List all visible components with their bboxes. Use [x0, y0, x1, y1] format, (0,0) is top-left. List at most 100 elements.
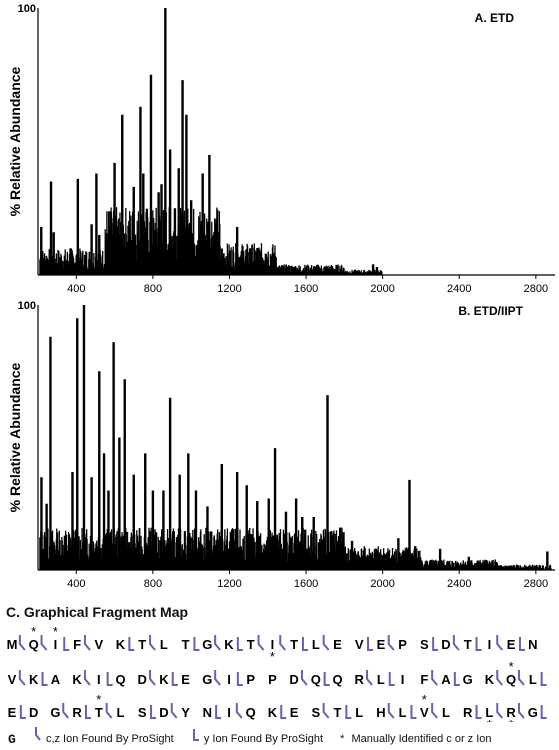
- x-tick-label: 2800: [524, 283, 548, 295]
- y-ion-mark: [63, 637, 70, 651]
- y-ion-mark: [518, 637, 525, 651]
- cz-ion-mark: [105, 703, 113, 719]
- x-tick-label: 400: [67, 283, 85, 295]
- y-max-label: 100: [18, 3, 36, 15]
- residue: E: [8, 705, 17, 720]
- residue: T: [247, 637, 255, 652]
- x-tick-label: 2400: [447, 578, 471, 590]
- x-tick-label: 800: [144, 578, 162, 590]
- residue: L: [377, 672, 385, 687]
- cz-ion-marker-icon: [34, 727, 41, 741]
- legend-residue-letter: G: [8, 731, 16, 747]
- residue: G: [528, 705, 538, 720]
- residue: M: [7, 637, 18, 652]
- y-ion-mark: [215, 705, 222, 719]
- y-axis-label: % Relative Abundance: [7, 66, 23, 216]
- cz-ion-mark: [517, 703, 525, 719]
- residue: I: [227, 705, 231, 720]
- legend-manual-label: Manually Identified c or z Ion: [351, 733, 492, 746]
- manual-ion-mark: *: [31, 624, 36, 639]
- y-ion-mark: [432, 637, 439, 651]
- residue: V: [8, 672, 17, 687]
- cz-ion-mark: [387, 703, 395, 719]
- residue: N: [528, 637, 537, 652]
- residue: A: [441, 672, 451, 687]
- residue: K: [116, 637, 126, 652]
- residue: L: [312, 637, 320, 652]
- residue: K: [224, 637, 234, 652]
- residue: R: [72, 705, 82, 720]
- residue: L: [485, 705, 493, 720]
- chart-title: A. ETD: [475, 11, 515, 25]
- residue: T: [334, 705, 342, 720]
- residue: Q: [246, 705, 256, 720]
- y-ion-mark: [128, 637, 135, 651]
- residue: G: [202, 637, 212, 652]
- residue: G: [202, 672, 212, 687]
- cz-ion-mark: [149, 670, 156, 686]
- manual-ion-mark: *: [422, 692, 427, 707]
- manual-ion-mark: *: [96, 692, 101, 707]
- x-tick-label: 2400: [447, 283, 471, 295]
- y-axis-label: % Relative Abundance: [7, 362, 23, 512]
- y-max-label: 100: [18, 300, 36, 312]
- residue: L: [117, 705, 125, 720]
- residue: T: [182, 637, 190, 652]
- spectrum-chart-etd: 400 800 1200 1600 2000 2400 2800 100 A. ETD % Rel…: [7, 3, 555, 300]
- residue: L: [355, 705, 363, 720]
- residue: I: [271, 637, 275, 652]
- cz-ion-mark: [452, 635, 460, 651]
- residue: P: [246, 672, 255, 687]
- cz-ion-mark: [366, 670, 373, 686]
- residue: G: [463, 672, 473, 687]
- cz-ion-mark: [322, 703, 330, 719]
- cz-ion-mark: [496, 703, 504, 719]
- residue: F: [420, 672, 428, 687]
- cz-ion-mark: [279, 635, 287, 651]
- y-ion-mark: [280, 705, 287, 719]
- y-ion-mark: [41, 672, 48, 686]
- residue: I: [227, 672, 231, 687]
- y-ion-mark: [19, 705, 26, 719]
- cz-ion-mark: [431, 703, 438, 719]
- cz-ion-mark: [257, 635, 265, 651]
- manual-ion-mark: *: [53, 624, 58, 639]
- residue: N: [203, 705, 212, 720]
- residue: Q: [506, 672, 516, 687]
- fragment-map: M Q I F V K T L T G K T I T L E V E P S D T I E NV K A K I Q D K E G I P P D Q…: [7, 624, 547, 722]
- y-ion-mark: [323, 672, 330, 686]
- residue: R: [355, 672, 365, 687]
- residue: D: [159, 705, 168, 720]
- residue: Q: [311, 672, 321, 687]
- x-tick-label: 1600: [294, 578, 318, 590]
- residue: L: [442, 705, 450, 720]
- cz-ion-mark: [431, 670, 438, 686]
- residue: A: [51, 672, 61, 687]
- x-tick-label: 400: [67, 578, 85, 590]
- x-tick-label: 800: [144, 283, 162, 295]
- residue: L: [160, 637, 168, 652]
- residue: K: [159, 672, 169, 687]
- residue: V: [94, 637, 103, 652]
- manual-marker-icon: *: [340, 733, 345, 746]
- residue: F: [73, 637, 81, 652]
- cz-ion-mark: [62, 703, 70, 719]
- y-ion-mark: [345, 705, 352, 719]
- residue: R: [463, 705, 473, 720]
- y-ion-mark: [193, 637, 200, 651]
- y-ion-mark: [453, 672, 460, 686]
- cz-ion-mark: [322, 635, 330, 651]
- legend-cz-label: c,z Ion Found By ProSight: [45, 733, 174, 746]
- residue: D: [138, 672, 147, 687]
- cz-ion-mark: [235, 703, 243, 719]
- x-tick-label: 2000: [370, 578, 394, 590]
- residue: K: [29, 672, 39, 687]
- residue: V: [420, 705, 429, 720]
- y-ion-mark: [410, 705, 417, 719]
- cz-ion-mark: [214, 635, 221, 651]
- residue: R: [506, 705, 516, 720]
- y-ion-mark: [388, 672, 395, 686]
- residue: I: [97, 672, 101, 687]
- residue: D: [441, 637, 450, 652]
- cz-ion-mark: [214, 670, 221, 686]
